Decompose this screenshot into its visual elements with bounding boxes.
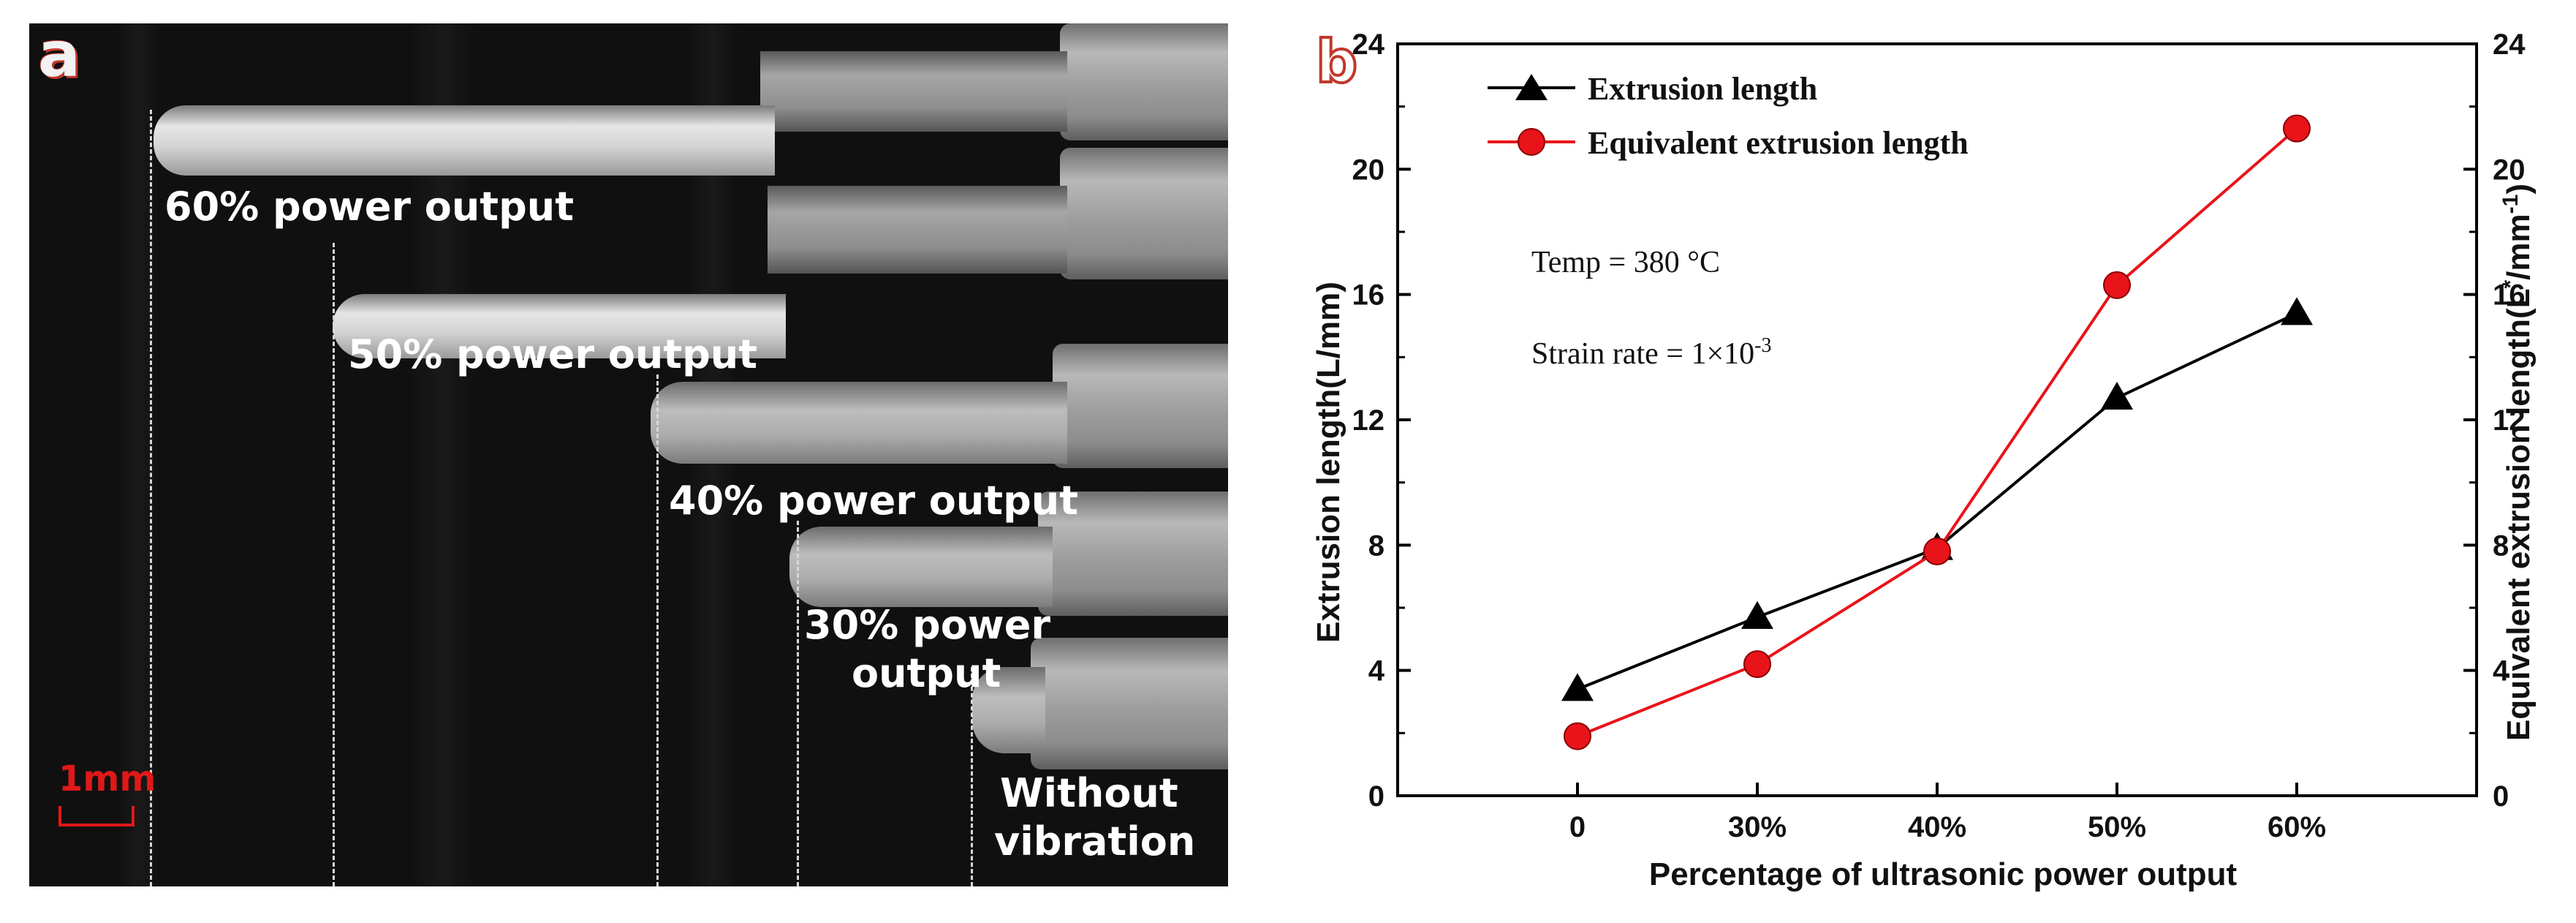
y-right-title-main: Equivalent extrusion length(L — [2501, 289, 2537, 742]
y-tick-label-left: 12 — [1352, 404, 1385, 437]
annotation-strain-rate: Strain rate = 1×10-3 — [1531, 334, 1771, 371]
x-tick-label: 30% — [1728, 811, 1787, 843]
left-axis: 0 4 8 12 16 20 24 — [1352, 29, 1411, 813]
y-tick-label-left: 0 — [1368, 780, 1384, 813]
annotation-temp: Temp = 380 °C — [1531, 246, 1720, 279]
reference-line-0 — [971, 667, 973, 886]
data-point-circle — [1923, 537, 1951, 565]
extruded-rod — [154, 105, 775, 176]
data-point-triangle — [1561, 673, 1594, 701]
background-streak — [117, 23, 161, 886]
y-axis-title-left: Extrusion length(L/mm) — [1311, 282, 1346, 643]
right-axis: 0 4 8 12 16 20 24 — [2463, 29, 2526, 813]
data-point-circle — [2103, 271, 2131, 299]
scale-bar — [58, 806, 135, 826]
y-tick-label-left: 16 — [1352, 279, 1385, 312]
reference-line-60 — [150, 110, 152, 886]
specimen-shoulder — [768, 186, 1067, 274]
y-tick-label-right: 24 — [2493, 29, 2526, 61]
specimen-photo-panel: a 60% power output 50% power output 40% … — [29, 23, 1228, 886]
y-right-title-sup1: * — [2499, 280, 2523, 289]
y-axis-title-right: Equivalent extrusion length(L*/mm-1) — [2499, 184, 2537, 741]
y-tick-label-right: 16 — [2493, 279, 2526, 312]
data-point-circle — [2283, 114, 2311, 143]
x-tick-label: 0 — [1569, 811, 1586, 843]
data-point-triangle — [1741, 600, 1773, 629]
y-right-title-sup2: -1 — [2499, 195, 2523, 214]
panel-letter-b: b — [1316, 28, 1357, 96]
annotation-strain-exponent: -3 — [1754, 334, 1771, 357]
x-axis-title: Percentage of ultrasonic power output — [1649, 856, 2238, 892]
y-tick-label-right: 8 — [2493, 530, 2509, 562]
x-axis: 0 30% 40% 50% 60% — [1569, 783, 2326, 843]
label-30-line2: output — [852, 649, 1001, 696]
y-tick-label-right: 12 — [2493, 404, 2526, 437]
extruded-rod — [972, 667, 1045, 753]
y-tick-label-right: 4 — [2493, 655, 2509, 687]
y-right-title-end: ) — [2501, 184, 2537, 195]
extruded-rod — [789, 527, 1053, 607]
legend: Extrusion length Equivalent extrusion le… — [1488, 71, 1969, 161]
annotation-strain-base: Strain rate = 1×10 — [1531, 337, 1754, 371]
data-point-triangle — [2101, 382, 2133, 410]
y-tick-label-right: 0 — [2493, 780, 2509, 813]
label-without-line2: vibration — [994, 818, 1196, 864]
y-tick-label-left: 24 — [1352, 29, 1385, 61]
data-point-triangle — [2281, 297, 2313, 325]
x-tick-label: 50% — [2088, 811, 2146, 843]
y-tick-label-left: 8 — [1368, 530, 1384, 562]
label-50-power: 50% power output — [348, 331, 758, 377]
reference-line-40 — [656, 374, 659, 886]
label-without-line1: Without — [1000, 770, 1178, 816]
x-tick-label: 40% — [1908, 811, 1966, 843]
y-tick-label-right: 20 — [2493, 154, 2526, 186]
specimen-grip — [1038, 491, 1228, 616]
specimen-grip — [1031, 638, 1228, 769]
label-60-power: 60% power output — [164, 184, 575, 230]
label-30-power: 30% power output — [804, 601, 1050, 698]
series-equivalent-extrusion-length — [1564, 114, 2311, 750]
legend-label-equivalent: Equivalent extrusion length — [1588, 125, 1969, 161]
label-30-line1: 30% power — [804, 602, 1050, 648]
specimen-shoulder — [760, 51, 1067, 132]
data-point-circle — [1743, 650, 1771, 679]
legend-marker-circle — [1518, 128, 1545, 156]
scale-bar-label: 1mm — [58, 758, 156, 799]
y-tick-label-left: 4 — [1368, 655, 1385, 687]
specimen-grip — [1060, 23, 1228, 140]
x-tick-label: 60% — [2268, 811, 2326, 843]
chart-panel: b 0 4 8 12 16 20 24 0 4 8 12 16 20 24 0 30% 40% 50% 60% … — [1272, 0, 2576, 923]
legend-label-extrusion: Extrusion length — [1588, 71, 1817, 107]
extruded-rod — [333, 294, 786, 358]
data-point-circle — [1564, 722, 1591, 750]
reference-line-50 — [333, 243, 335, 886]
panel-letter-a: a — [38, 23, 81, 91]
y-right-title-mid: /mm — [2501, 214, 2537, 279]
extruded-rod — [651, 382, 1067, 464]
label-40-power: 40% power output — [669, 478, 1079, 524]
reference-line-30 — [797, 521, 799, 886]
legend-marker-triangle — [1515, 74, 1548, 100]
y-tick-label-left: 20 — [1352, 154, 1385, 186]
specimen-grip — [1060, 148, 1228, 279]
series-layer — [1561, 114, 2313, 750]
label-without-vibration: Without vibration — [994, 769, 1195, 866]
specimen-grip — [1053, 344, 1228, 468]
